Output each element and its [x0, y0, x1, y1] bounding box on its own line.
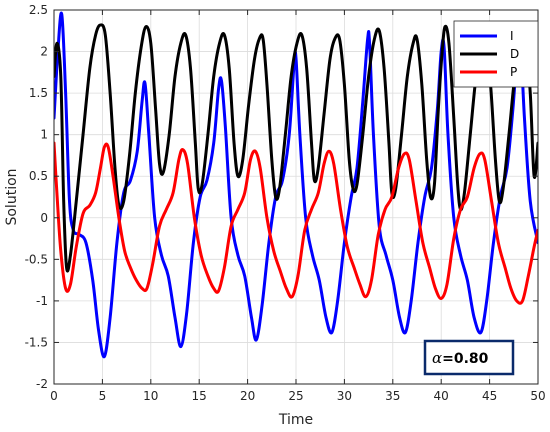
annotation-box	[423, 339, 515, 376]
x-tick-label: 5	[99, 389, 107, 403]
series-line-d	[54, 23, 538, 273]
y-tick-label: 1	[40, 128, 48, 142]
x-tick-label: 15	[192, 389, 207, 403]
y-axis-label: Solution	[4, 168, 20, 225]
alpha-symbol: α	[432, 349, 442, 367]
y-tick-label: 2	[40, 45, 48, 59]
series-layer	[54, 11, 538, 359]
tick-labels: 0 5 10 15 20 25 30 35 40 45 50 -2 -1.5 -1 -0.5 0 0.5 1 1.5…	[25, 3, 546, 403]
plot-area	[54, 11, 538, 359]
x-axis-label: Time	[278, 412, 313, 428]
legend-label-i: I	[510, 29, 514, 43]
y-tick-label: -0.5	[25, 252, 48, 266]
alpha-value: =0.80	[442, 351, 489, 367]
x-tick-label: 25	[288, 389, 303, 403]
y-tick-label: 2.5	[29, 3, 48, 17]
legend: IDP	[453, 20, 539, 88]
x-tick-label: 20	[240, 389, 255, 403]
y-tick-label: -1.5	[25, 335, 48, 349]
annotation-label: α=0.80	[432, 349, 489, 367]
x-tick-label: 0	[50, 389, 58, 403]
y-tick-label: 1.5	[29, 86, 48, 100]
x-tick-label: 45	[482, 389, 497, 403]
y-tick-label: -2	[36, 377, 48, 391]
legend-label-p: P	[510, 65, 517, 79]
ticks	[53, 9, 539, 385]
alpha-annotation: α=0.80	[423, 339, 515, 376]
y-tick-label: 0.5	[29, 169, 48, 183]
x-tick-label: 40	[434, 389, 449, 403]
x-tick-label: 35	[385, 389, 400, 403]
y-tick-label: 0	[40, 211, 48, 225]
x-tick-label: 30	[337, 389, 352, 403]
series-line-p	[54, 141, 538, 305]
y-tick-label: -1	[36, 294, 48, 308]
legend-label-d: D	[510, 47, 519, 61]
x-tick-label: 50	[530, 389, 545, 403]
x-tick-label: 10	[143, 389, 158, 403]
